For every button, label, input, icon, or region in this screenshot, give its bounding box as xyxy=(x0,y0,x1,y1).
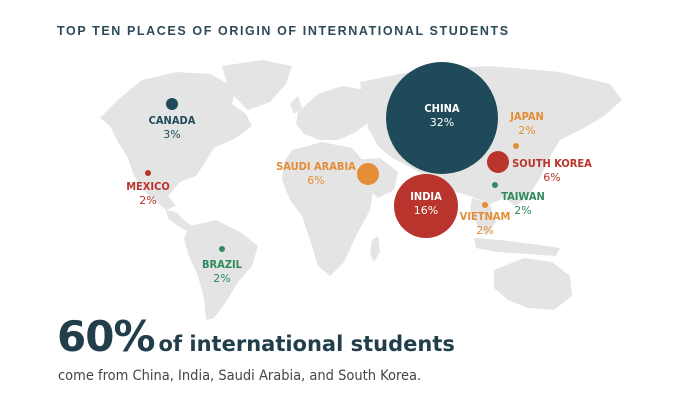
indonesia-shape xyxy=(474,238,560,256)
korea-label: SOUTH KOREA xyxy=(512,157,592,170)
japan-label: JAPAN xyxy=(509,110,544,123)
vietnam-marker xyxy=(482,202,488,208)
north-america-shape xyxy=(100,72,252,210)
central-america-shape xyxy=(166,210,196,232)
canada-percent: 3% xyxy=(163,128,180,141)
canada-label: CANADA xyxy=(149,114,196,127)
saudi-percent: 6% xyxy=(307,174,324,187)
china-label: CHINA xyxy=(424,102,460,115)
europe-shape xyxy=(296,86,380,140)
india-marker xyxy=(394,174,458,238)
greenland-shape xyxy=(222,60,292,110)
saudi-label: SAUDI ARABIA xyxy=(276,160,356,173)
korea-marker xyxy=(487,151,509,173)
headline-text: of international students xyxy=(158,332,455,356)
japan-shape xyxy=(514,124,532,156)
taiwan-percent: 2% xyxy=(514,204,531,217)
mexico-label: MEXICO xyxy=(126,180,170,193)
page-title: TOP TEN PLACES OF ORIGIN OF INTERNATIONA… xyxy=(57,24,510,38)
madagascar-shape xyxy=(370,236,380,262)
japan-marker xyxy=(513,143,519,149)
india-percent: 16% xyxy=(414,204,438,217)
china-marker xyxy=(386,62,498,174)
china-percent: 32% xyxy=(430,116,454,129)
taiwan-marker xyxy=(492,182,498,188)
canada-marker xyxy=(166,98,178,110)
brazil-marker xyxy=(219,246,225,252)
india-label: INDIA xyxy=(410,190,442,203)
mexico-marker xyxy=(145,170,151,176)
vietnam-percent: 2% xyxy=(476,224,493,237)
mexico-percent: 2% xyxy=(139,194,156,207)
subline: come from China, India, Saudi Arabia, an… xyxy=(58,368,422,384)
headline-percent: 60% xyxy=(57,312,156,361)
vietnam-label: VIETNAM xyxy=(460,210,511,223)
uk-shape xyxy=(290,96,302,114)
japan-percent: 2% xyxy=(518,124,535,137)
south-america-shape xyxy=(184,220,258,320)
headline: 60% of international students xyxy=(57,312,455,361)
africa-shape xyxy=(282,142,374,276)
saudi-marker xyxy=(357,163,379,185)
brazil-label: BRAZIL xyxy=(202,258,243,271)
taiwan-label: TAIWAN xyxy=(501,190,545,203)
korea-percent: 6% xyxy=(543,171,560,184)
brazil-percent: 2% xyxy=(213,272,230,285)
se-asia-shape xyxy=(470,198,496,236)
australia-shape xyxy=(494,258,572,310)
